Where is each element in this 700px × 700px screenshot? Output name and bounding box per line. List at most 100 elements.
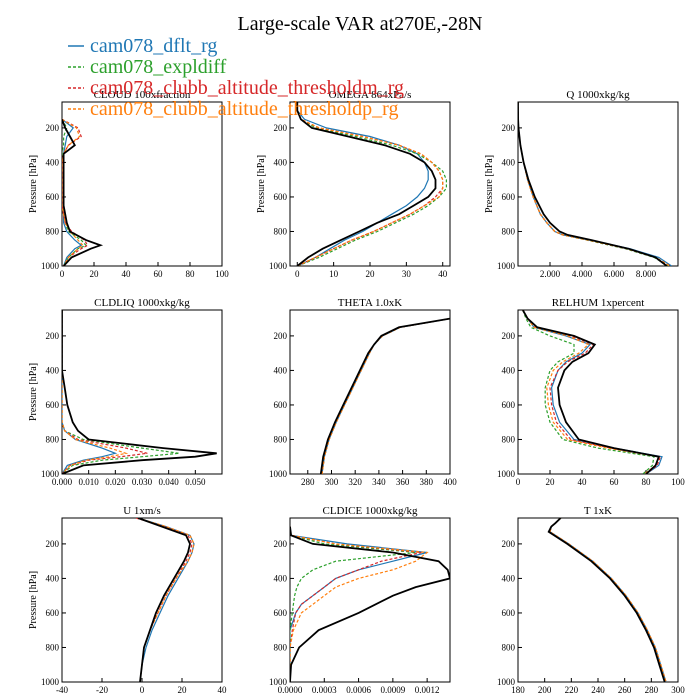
y-tick-label: 200 bbox=[502, 123, 516, 133]
x-tick-label: 0 bbox=[60, 269, 65, 279]
x-tick-label: 2.000 bbox=[540, 269, 561, 279]
x-tick-label: 8.000 bbox=[636, 269, 657, 279]
y-tick-label: 800 bbox=[502, 642, 516, 652]
x-tick-label: 40 bbox=[122, 269, 132, 279]
x-tick-label: 0.040 bbox=[159, 477, 180, 487]
y-tick-label: 400 bbox=[502, 157, 516, 167]
legend-label: cam078_clubb_altitude_thresholdm_rg bbox=[90, 77, 404, 99]
series-line-cam078_dflt_rg bbox=[62, 310, 118, 474]
y-tick-label: 1000 bbox=[497, 261, 516, 271]
series-line-cam078_dflt_rg bbox=[290, 526, 428, 682]
x-tick-label: 0.0006 bbox=[346, 685, 371, 695]
panel-title: CLDICE 1000xkg/kg bbox=[322, 505, 418, 517]
x-tick-label: 0.0000 bbox=[278, 685, 303, 695]
figure-title: Large-scale VAR at270E,-28N bbox=[238, 13, 483, 35]
x-tick-label: 300 bbox=[325, 477, 339, 487]
series-line-cam078_expldiff bbox=[522, 310, 655, 474]
panel-8: CLDICE 1000xkg/kg 0.0000 0.0003 0.0006 0.000… bbox=[269, 505, 451, 695]
y-tick-label: 400 bbox=[46, 573, 60, 583]
panel-title: CLDLIQ 1000xkg/kg bbox=[94, 297, 190, 309]
y-tick-label: 1000 bbox=[497, 677, 516, 687]
x-tick-label: 400 bbox=[443, 477, 457, 487]
x-tick-label: 0.0009 bbox=[380, 685, 405, 695]
x-tick-label: 220 bbox=[565, 685, 579, 695]
x-tick-label: 260 bbox=[618, 685, 632, 695]
x-tick-label: 200 bbox=[538, 685, 552, 695]
x-tick-label: 6.000 bbox=[604, 269, 625, 279]
y-tick-label: 1000 bbox=[269, 261, 288, 271]
x-tick-label: 100 bbox=[215, 269, 229, 279]
panel-title: T 1xK bbox=[584, 505, 612, 517]
panel-title: CLOUD 100xfraction bbox=[94, 89, 191, 101]
y-tick-label: 1000 bbox=[269, 677, 288, 687]
panel-1: CLOUD 100xfraction 0 20 40 60 80 100 200 400 600 8… bbox=[28, 89, 229, 279]
series-line-cam078_clubb_altitude_thresholdp_rg bbox=[62, 118, 84, 266]
series-line-cam078_dflt_rg bbox=[321, 318, 450, 474]
panel-title: Q 1000xkg/kg bbox=[566, 89, 630, 101]
x-tick-label: 20 bbox=[178, 685, 188, 695]
y-tick-label: 400 bbox=[46, 365, 60, 375]
x-tick-label: -40 bbox=[56, 685, 68, 695]
series-line-cam078_clubb_altitude_thresholdp_rg bbox=[522, 310, 660, 474]
series-line-cam078_clubb_altitude_thresholdp_rg bbox=[321, 318, 450, 474]
x-tick-label: 60 bbox=[610, 477, 620, 487]
panel-title: RELHUM 1xpercent bbox=[552, 297, 645, 309]
series-line-control bbox=[296, 102, 437, 266]
x-tick-label: 280 bbox=[645, 685, 659, 695]
y-tick-label: 800 bbox=[46, 434, 60, 444]
x-tick-label: 0 bbox=[140, 685, 145, 695]
y-tick-label: 600 bbox=[502, 400, 516, 410]
plot-frame bbox=[517, 517, 679, 683]
y-tick-label: 600 bbox=[46, 400, 60, 410]
x-tick-label: 380 bbox=[420, 477, 434, 487]
y-tick-label: 200 bbox=[46, 331, 60, 341]
series-line-cam078_clubb_altitude_thresholdp_rg bbox=[62, 310, 129, 474]
series-line-cam078_dflt_rg bbox=[62, 118, 83, 266]
plot-frame bbox=[61, 309, 223, 475]
y-tick-label: 1000 bbox=[497, 469, 516, 479]
y-tick-label: 400 bbox=[46, 157, 60, 167]
x-tick-label: 20 bbox=[546, 477, 556, 487]
y-tick-label: 800 bbox=[274, 226, 288, 236]
legend-entry: cam078_clubb_altitude_thresholdm_rg bbox=[68, 77, 404, 99]
x-tick-label: 60 bbox=[154, 269, 164, 279]
x-tick-label: 180 bbox=[511, 685, 525, 695]
y-tick-label: 800 bbox=[274, 434, 288, 444]
x-tick-label: -20 bbox=[96, 685, 108, 695]
panel-3: Q 1000xkg/kg 2.000 4.000 6.000 8.000 200 400 60… bbox=[484, 89, 679, 279]
x-tick-label: 30 bbox=[402, 269, 412, 279]
x-tick-label: 10 bbox=[329, 269, 339, 279]
series-line-control bbox=[319, 317, 450, 474]
legend-entry: cam078_dflt_rg bbox=[68, 35, 217, 57]
panel-9: T 1xK 180 200 220 240 260 280 300 200 400 600 800 10… bbox=[497, 505, 685, 695]
series-line-cam078_clubb_altitude_thresholdm_rg bbox=[321, 318, 450, 474]
y-tick-label: 200 bbox=[502, 331, 516, 341]
y-tick-label: 800 bbox=[46, 642, 60, 652]
y-tick-label: 600 bbox=[46, 608, 60, 618]
series-line-cam078_clubb_altitude_thresholdm_rg bbox=[135, 518, 193, 682]
y-tick-label: 400 bbox=[274, 157, 288, 167]
y-axis-label: Pressure [hPa] bbox=[484, 155, 495, 213]
series-line-cam078_clubb_altitude_thresholdp_rg bbox=[296, 102, 444, 266]
y-tick-label: 400 bbox=[502, 573, 516, 583]
y-tick-label: 200 bbox=[274, 539, 288, 549]
series-line-cam078_expldiff bbox=[62, 119, 88, 266]
x-tick-label: 240 bbox=[591, 685, 605, 695]
x-tick-label: 0.0012 bbox=[415, 685, 440, 695]
series-line-cam078_clubb_altitude_thresholdp_rg bbox=[549, 518, 667, 682]
y-tick-label: 600 bbox=[274, 400, 288, 410]
series-line-cam078_dflt_rg bbox=[296, 102, 429, 266]
series-line-control bbox=[518, 102, 668, 266]
y-tick-label: 400 bbox=[274, 365, 288, 375]
x-tick-label: 0.050 bbox=[185, 477, 206, 487]
series-line-cam078_dflt_rg bbox=[549, 518, 667, 682]
x-tick-label: 360 bbox=[396, 477, 410, 487]
y-tick-label: 400 bbox=[274, 573, 288, 583]
x-tick-label: 0.000 bbox=[52, 477, 73, 487]
y-tick-label: 1000 bbox=[41, 261, 60, 271]
x-tick-label: 20 bbox=[366, 269, 376, 279]
y-tick-label: 200 bbox=[274, 123, 288, 133]
y-tick-label: 600 bbox=[274, 608, 288, 618]
x-tick-label: 20 bbox=[90, 269, 100, 279]
plot-frame bbox=[517, 101, 679, 267]
